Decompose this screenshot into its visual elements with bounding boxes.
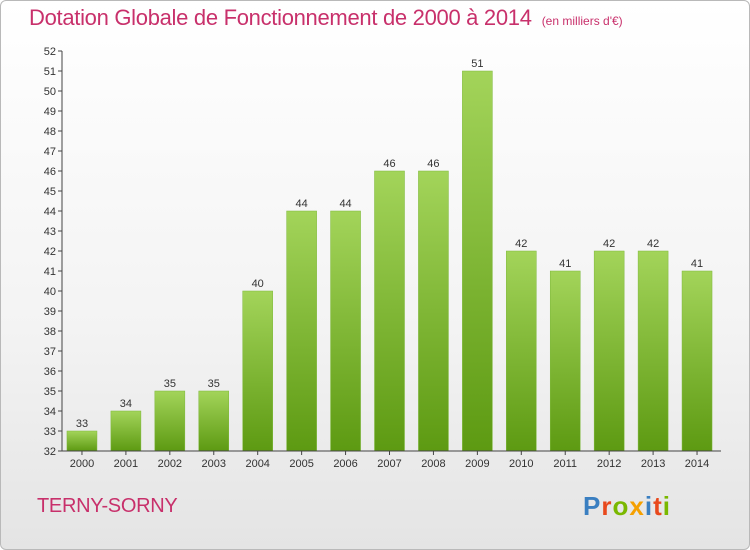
x-tick-label: 2006: [333, 458, 357, 470]
y-tick-label: 34: [44, 406, 56, 418]
y-tick-label: 42: [44, 246, 56, 258]
chart-subtitle: (en milliers d'€): [541, 14, 623, 28]
bar-2013: [637, 250, 669, 452]
bar-value-label: 42: [603, 238, 615, 250]
bar-2008: [418, 170, 449, 452]
y-tick-label: 52: [44, 46, 56, 58]
bar-2000: [66, 430, 98, 452]
bar-value-label: 44: [339, 198, 351, 210]
bar-value-label: 51: [471, 58, 483, 70]
x-tick-label: 2008: [421, 458, 445, 470]
proxiti-logo[interactable]: Proxiti: [583, 491, 671, 522]
x-tick-label: 2009: [465, 458, 489, 470]
bar-2002: [154, 390, 186, 452]
bar-2005: [286, 210, 317, 452]
y-tick-label: 35: [44, 386, 56, 398]
y-tick-label: 32: [44, 446, 56, 458]
bar-2010: [506, 250, 537, 452]
bar-2011: [549, 270, 581, 452]
bar-value-label: 41: [559, 258, 571, 270]
bar-value-label: 41: [691, 258, 703, 270]
logo-letter: i: [662, 491, 671, 521]
y-tick-label: 37: [44, 346, 56, 358]
y-tick-label: 49: [44, 106, 56, 118]
y-tick-label: 39: [44, 306, 56, 318]
x-tick-label: 2011: [553, 458, 577, 470]
bar-value-label: 42: [515, 238, 527, 250]
x-tick-label: 2012: [597, 458, 621, 470]
logo-letter: i: [644, 491, 654, 521]
y-tick-label: 44: [44, 206, 56, 218]
x-tick-label: 2004: [245, 458, 269, 470]
bar-2004: [242, 290, 273, 452]
bar-2003: [198, 390, 230, 452]
bar-value-label: 42: [647, 238, 659, 250]
x-tick-label: 2013: [641, 458, 665, 470]
bar-value-label: 44: [296, 198, 308, 210]
bars-layer: 33 34 35 35 40 44 44 46 46 51 42 41 42 42 41: [66, 58, 713, 452]
x-tick-label: 2014: [685, 458, 709, 470]
x-tick-label: 2001: [114, 458, 138, 470]
bar-value-label: 46: [383, 158, 395, 170]
y-tick-label: 41: [44, 266, 56, 278]
y-tick-label: 45: [44, 186, 56, 198]
y-tick-label: 48: [44, 126, 56, 138]
x-tick-label: 2007: [377, 458, 401, 470]
bar-2009: [462, 70, 493, 452]
y-tick-label: 43: [44, 226, 56, 238]
y-tick-label: 38: [44, 326, 56, 338]
logo-letter: o: [612, 491, 630, 521]
bar-value-label: 34: [120, 398, 132, 410]
y-tick-label: 51: [44, 66, 56, 78]
y-tick-label: 33: [44, 426, 56, 438]
bar-2007: [374, 170, 405, 452]
x-tick-label: 2010: [509, 458, 533, 470]
y-tick-label: 36: [44, 366, 56, 378]
bar-2006: [330, 210, 361, 452]
bar-value-label: 40: [252, 278, 264, 290]
bar-value-label: 35: [208, 378, 220, 390]
logo-letter: x: [629, 491, 645, 521]
bar-value-label: 35: [164, 378, 176, 390]
logo-letter: P: [583, 491, 602, 521]
bar-value-label: 33: [76, 418, 88, 430]
bar-value-label: 46: [427, 158, 439, 170]
title-row: Dotation Globale de Fonctionnement de 20…: [29, 5, 623, 31]
chart-title: Dotation Globale de Fonctionnement de 20…: [29, 5, 532, 30]
logo-letter: r: [601, 491, 613, 521]
y-tick-label: 47: [44, 146, 56, 158]
logo-letter: t: [653, 491, 663, 521]
y-tick-label: 40: [44, 286, 56, 298]
x-tick-label: 2003: [202, 458, 226, 470]
bar-2012: [593, 250, 625, 452]
x-tick-label: 2002: [158, 458, 182, 470]
bar-2014: [681, 270, 713, 452]
axis-layer: 32 33 34 35 36 37 38 39 40 41 42 43 44 45 46 47 48 49 50 51…: [44, 46, 721, 470]
bar-2001: [110, 410, 142, 452]
x-tick-label: 2005: [289, 458, 313, 470]
y-tick-label: 46: [44, 166, 56, 178]
y-tick-label: 50: [44, 86, 56, 98]
x-tick-label: 2000: [70, 458, 94, 470]
commune-name: TERNY-SORNY: [37, 495, 178, 517]
